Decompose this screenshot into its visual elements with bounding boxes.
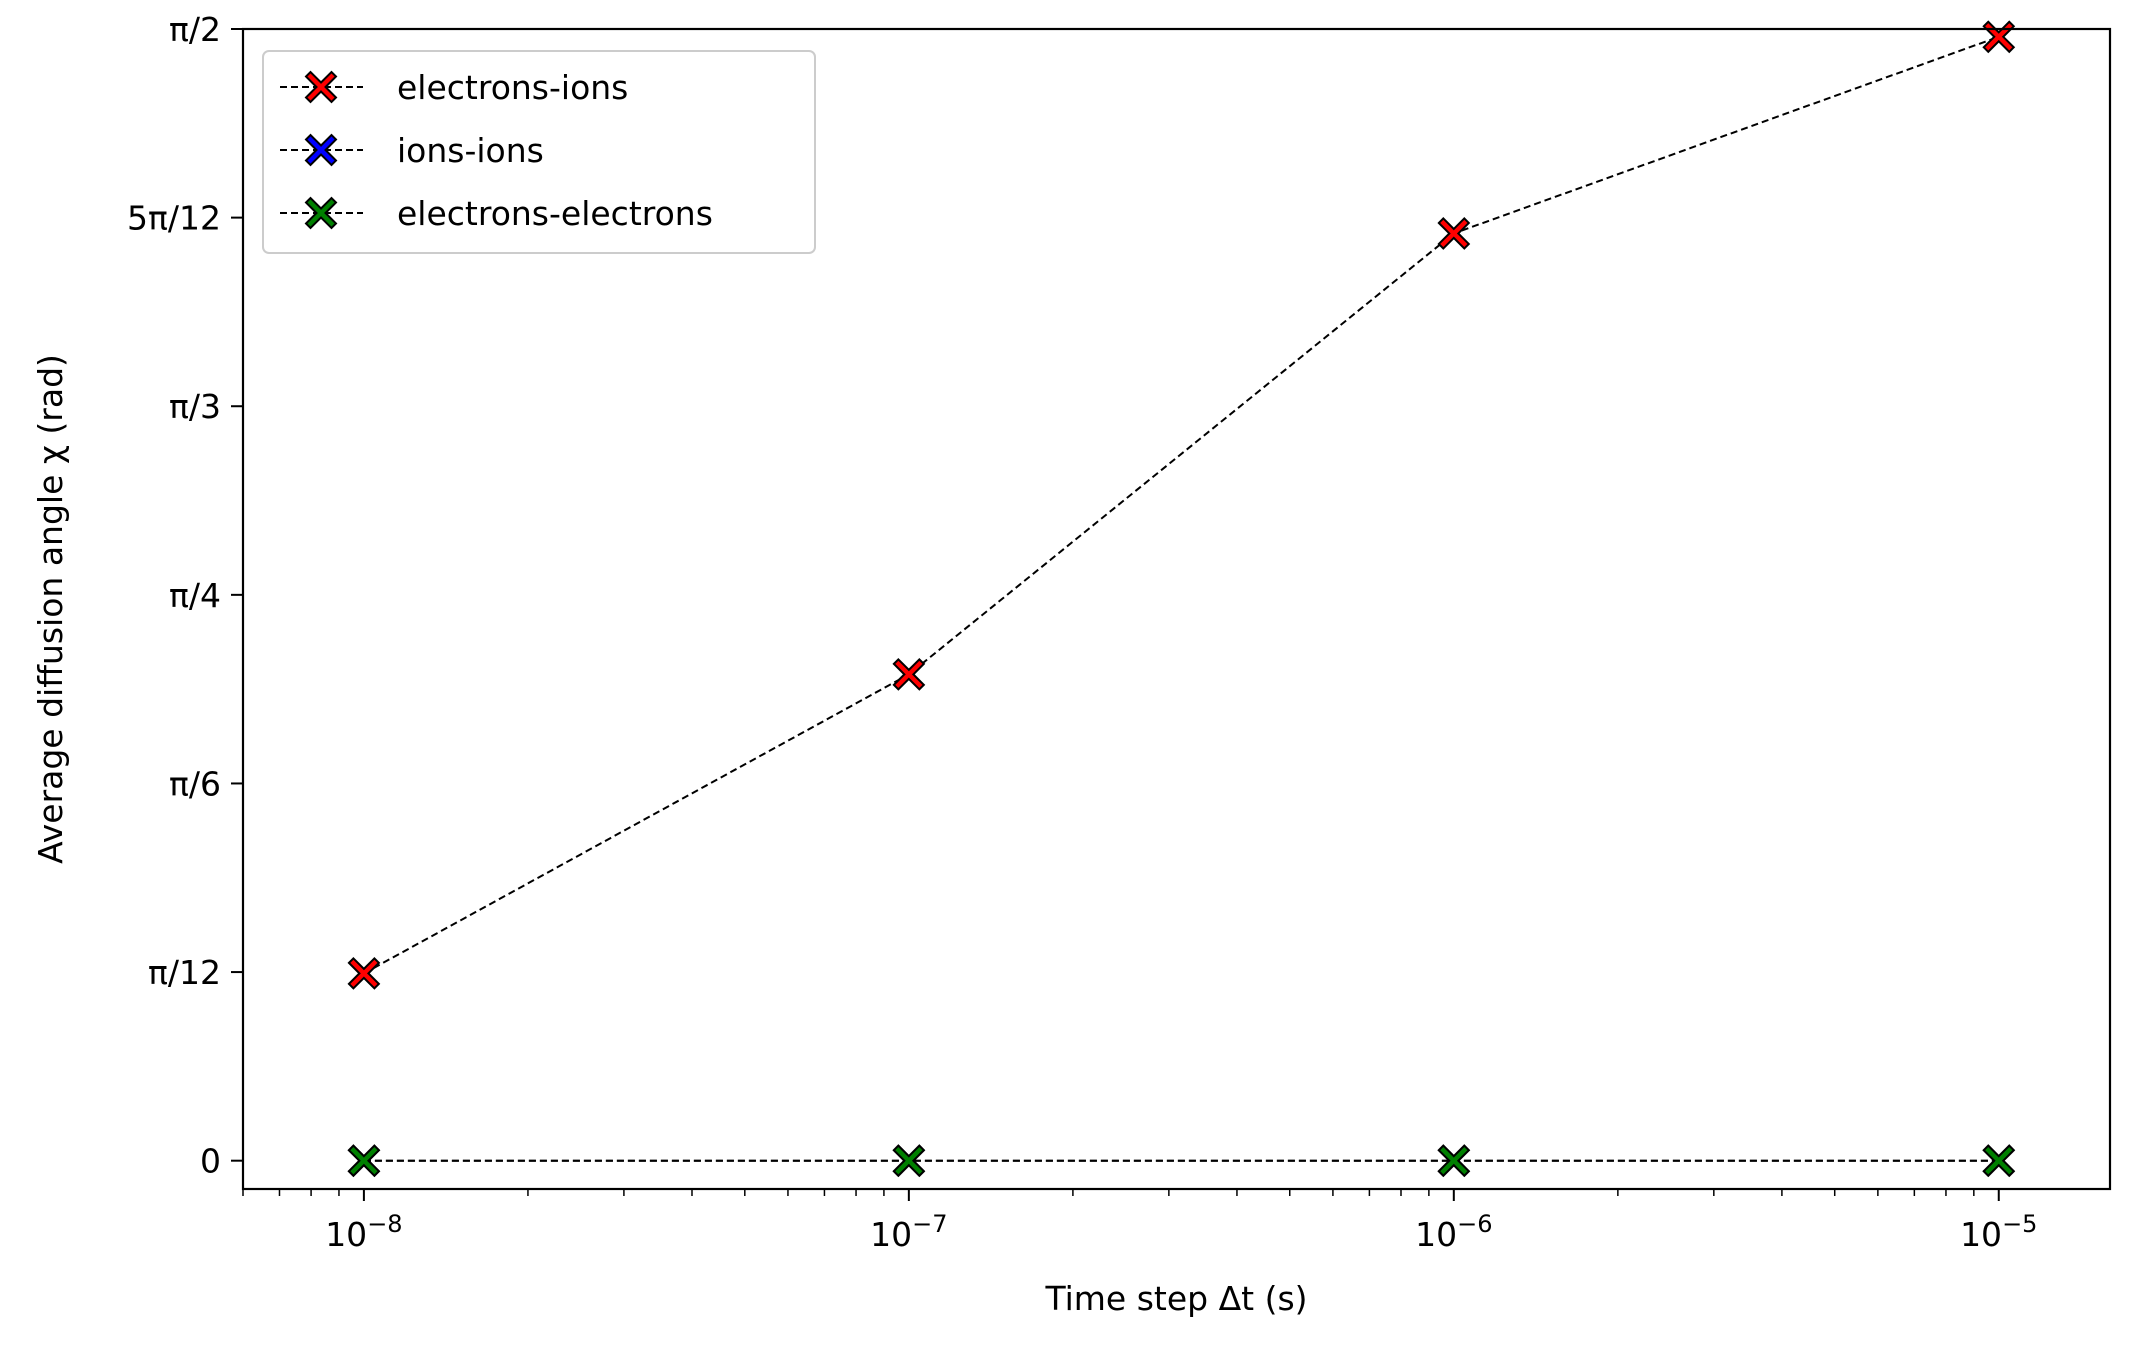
data-point-electrons-ions <box>1437 217 1471 250</box>
y-tick-label: π/4 <box>169 576 221 615</box>
series-line-electrons-ions <box>363 35 2000 975</box>
legend: electrons-ions ions-ions electrons-electro… <box>262 50 816 254</box>
y-tick-label: π/12 <box>148 953 221 992</box>
y-axis-label: Average diffusion angle χ (rad) <box>31 354 70 864</box>
data-point-electrons-electrons <box>1437 1144 1471 1178</box>
data-point-electrons-electrons <box>1982 1144 2016 1178</box>
y-tick-label: 0 <box>200 1142 221 1181</box>
legend-box <box>262 50 816 254</box>
legend-marker-electrons-electrons <box>304 196 338 230</box>
y-tick-label: 5π/12 <box>127 199 221 238</box>
data-point-electrons-ions <box>1982 20 2016 54</box>
series-lines-layer <box>363 35 2000 1162</box>
x-tick-label: 10−7 <box>870 1210 947 1254</box>
data-point-electrons-ions <box>892 657 926 691</box>
legend-label: ions-ions <box>397 131 544 170</box>
y-tick-label: π/3 <box>169 387 221 426</box>
data-point-electrons-electrons <box>892 1144 926 1178</box>
data-point-electrons-electrons <box>347 1144 381 1178</box>
legend-marker-ions-ions <box>304 133 338 167</box>
plot-frame <box>241 27 2112 1191</box>
x-tick-label: 10−8 <box>325 1210 402 1254</box>
series-markers-layer <box>347 20 2016 1178</box>
x-tick-label: 10−6 <box>1415 1210 1492 1254</box>
axes-layer: 10−8 10−7 10−6 10−5 0 π/12 π/6 π/4 π/3 5π/12 π/2 <box>127 10 2037 1254</box>
y-tick-label: π/2 <box>169 10 221 49</box>
legend-label: electrons-electrons <box>397 194 713 233</box>
y-tick-label: π/6 <box>169 764 221 803</box>
data-point-electrons-ions <box>347 956 381 990</box>
x-tick-label: 10−5 <box>1960 1210 2037 1254</box>
legend-marker-electrons-ions <box>304 70 338 104</box>
legend-label: electrons-ions <box>397 68 628 107</box>
x-axis-label: Time step Δt (s) <box>1044 1279 1307 1318</box>
